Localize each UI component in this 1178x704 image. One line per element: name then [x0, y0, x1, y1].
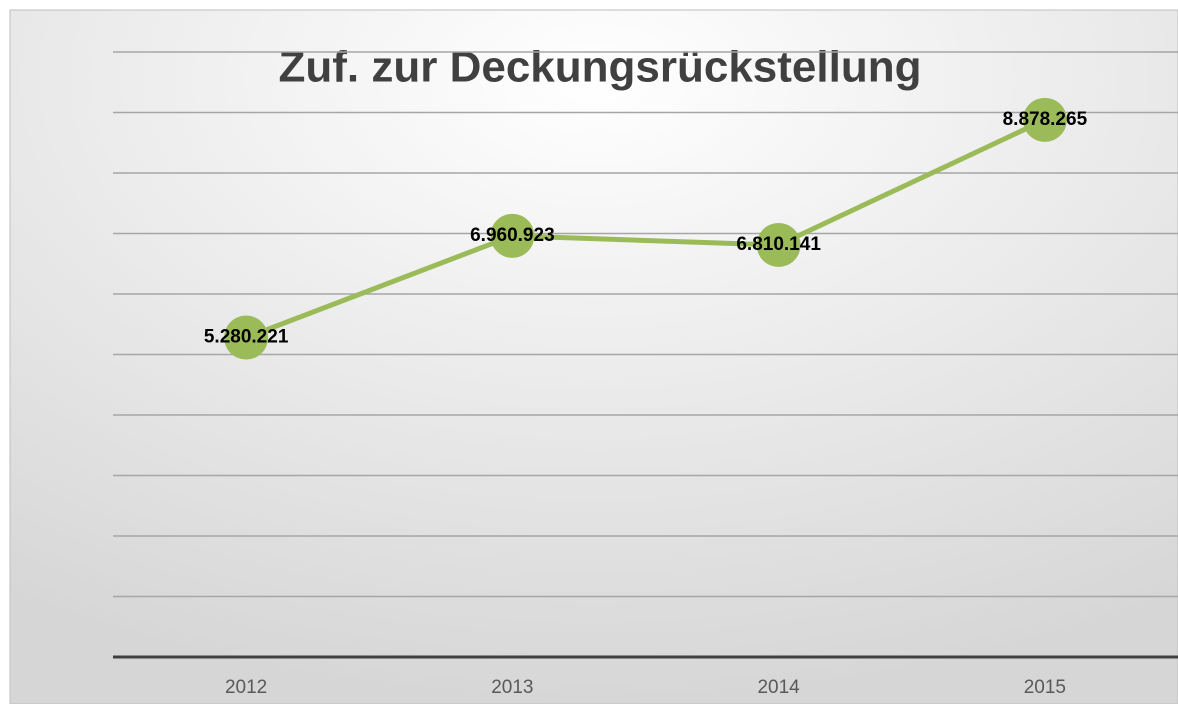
chart-title: Zuf. zur Deckungsrückstellung [279, 43, 922, 92]
x-tick-label: 2014 [757, 677, 800, 698]
chart-background [9, 9, 1178, 704]
x-tick-label: 2013 [491, 677, 533, 698]
x-tick-label: 2012 [225, 677, 267, 698]
data-label: 5.280.221 [204, 327, 289, 348]
marker [756, 222, 801, 267]
marker [490, 213, 535, 258]
marker [1022, 97, 1067, 142]
data-label: 6.810.141 [736, 234, 821, 255]
line [245, 117, 1046, 340]
x-tick-label: 2015 [1024, 677, 1066, 698]
data-label: 6.960.923 [470, 225, 555, 246]
data-label: 8.878.265 [1003, 109, 1088, 130]
marker [224, 315, 269, 360]
